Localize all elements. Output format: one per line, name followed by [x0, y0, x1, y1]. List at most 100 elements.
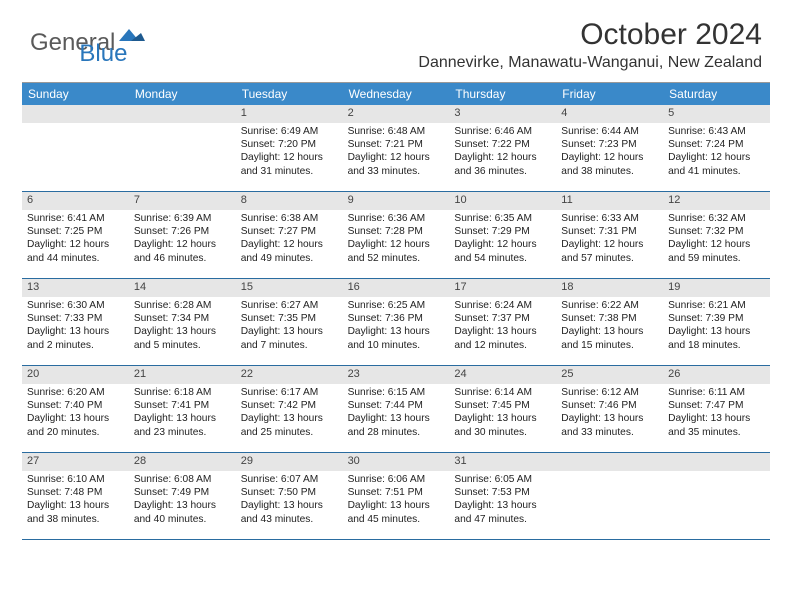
detail-line: Daylight: 13 hours: [134, 413, 231, 426]
detail-line: and 12 minutes.: [454, 340, 551, 353]
detail-line: Daylight: 12 hours: [241, 152, 338, 165]
day-cell: 21Sunrise: 6:18 AMSunset: 7:41 PMDayligh…: [129, 366, 236, 452]
detail-line: Daylight: 13 hours: [668, 326, 765, 339]
day-cell: 13Sunrise: 6:30 AMSunset: 7:33 PMDayligh…: [22, 279, 129, 365]
detail-line: Sunrise: 6:46 AM: [454, 126, 551, 139]
detail-line: Sunset: 7:51 PM: [348, 487, 445, 500]
week-row: 13Sunrise: 6:30 AMSunset: 7:33 PMDayligh…: [22, 279, 770, 366]
day-number: 12: [663, 192, 770, 210]
day-number: 17: [449, 279, 556, 297]
day-details: Sunrise: 6:49 AMSunset: 7:20 PMDaylight:…: [236, 123, 343, 183]
day-details: Sunrise: 6:22 AMSunset: 7:38 PMDaylight:…: [556, 297, 663, 357]
detail-line: Sunset: 7:47 PM: [668, 400, 765, 413]
day-details: Sunrise: 6:44 AMSunset: 7:23 PMDaylight:…: [556, 123, 663, 183]
day-cell: 28Sunrise: 6:08 AMSunset: 7:49 PMDayligh…: [129, 453, 236, 539]
detail-line: Daylight: 13 hours: [348, 413, 445, 426]
detail-line: and 36 minutes.: [454, 166, 551, 179]
day-header: Wednesday: [343, 83, 450, 105]
detail-line: Sunset: 7:32 PM: [668, 226, 765, 239]
day-details: Sunrise: 6:35 AMSunset: 7:29 PMDaylight:…: [449, 210, 556, 270]
detail-line: Sunset: 7:50 PM: [241, 487, 338, 500]
detail-line: and 28 minutes.: [348, 427, 445, 440]
detail-line: Sunset: 7:23 PM: [561, 139, 658, 152]
day-cell: 14Sunrise: 6:28 AMSunset: 7:34 PMDayligh…: [129, 279, 236, 365]
detail-line: Daylight: 12 hours: [668, 152, 765, 165]
detail-line: and 43 minutes.: [241, 514, 338, 527]
detail-line: Sunrise: 6:35 AM: [454, 213, 551, 226]
detail-line: and 54 minutes.: [454, 253, 551, 266]
day-cell: 8Sunrise: 6:38 AMSunset: 7:27 PMDaylight…: [236, 192, 343, 278]
day-cell: 16Sunrise: 6:25 AMSunset: 7:36 PMDayligh…: [343, 279, 450, 365]
day-number: 4: [556, 105, 663, 123]
week-row: 6Sunrise: 6:41 AMSunset: 7:25 PMDaylight…: [22, 192, 770, 279]
detail-line: Daylight: 13 hours: [561, 413, 658, 426]
detail-line: Sunrise: 6:44 AM: [561, 126, 658, 139]
detail-line: Sunrise: 6:10 AM: [27, 474, 124, 487]
day-cell: 29Sunrise: 6:07 AMSunset: 7:50 PMDayligh…: [236, 453, 343, 539]
detail-line: and 44 minutes.: [27, 253, 124, 266]
detail-line: Sunrise: 6:06 AM: [348, 474, 445, 487]
day-details: Sunrise: 6:36 AMSunset: 7:28 PMDaylight:…: [343, 210, 450, 270]
day-details: Sunrise: 6:43 AMSunset: 7:24 PMDaylight:…: [663, 123, 770, 183]
day-cell: 11Sunrise: 6:33 AMSunset: 7:31 PMDayligh…: [556, 192, 663, 278]
detail-line: Daylight: 12 hours: [348, 239, 445, 252]
detail-line: Sunrise: 6:32 AM: [668, 213, 765, 226]
day-cell: 25Sunrise: 6:12 AMSunset: 7:46 PMDayligh…: [556, 366, 663, 452]
day-cell: 23Sunrise: 6:15 AMSunset: 7:44 PMDayligh…: [343, 366, 450, 452]
detail-line: Sunrise: 6:27 AM: [241, 300, 338, 313]
day-number: 31: [449, 453, 556, 471]
detail-line: Sunrise: 6:24 AM: [454, 300, 551, 313]
detail-line: Sunset: 7:24 PM: [668, 139, 765, 152]
detail-line: and 5 minutes.: [134, 340, 231, 353]
detail-line: Daylight: 13 hours: [241, 326, 338, 339]
day-cell: 9Sunrise: 6:36 AMSunset: 7:28 PMDaylight…: [343, 192, 450, 278]
detail-line: Sunset: 7:20 PM: [241, 139, 338, 152]
detail-line: Sunset: 7:39 PM: [668, 313, 765, 326]
detail-line: Daylight: 13 hours: [134, 326, 231, 339]
day-number: 20: [22, 366, 129, 384]
day-number: 26: [663, 366, 770, 384]
detail-line: and 15 minutes.: [561, 340, 658, 353]
day-cell: 2Sunrise: 6:48 AMSunset: 7:21 PMDaylight…: [343, 105, 450, 191]
detail-line: and 47 minutes.: [454, 514, 551, 527]
location: Dannevirke, Manawatu-Wanganui, New Zeala…: [418, 54, 762, 72]
day-number: 24: [449, 366, 556, 384]
day-details: Sunrise: 6:18 AMSunset: 7:41 PMDaylight:…: [129, 384, 236, 444]
detail-line: Sunrise: 6:08 AM: [134, 474, 231, 487]
day-details: Sunrise: 6:21 AMSunset: 7:39 PMDaylight:…: [663, 297, 770, 357]
day-number: 28: [129, 453, 236, 471]
detail-line: Sunrise: 6:41 AM: [27, 213, 124, 226]
detail-line: and 10 minutes.: [348, 340, 445, 353]
detail-line: Daylight: 13 hours: [348, 326, 445, 339]
day-number: 9: [343, 192, 450, 210]
day-cell: [663, 453, 770, 539]
detail-line: Sunrise: 6:07 AM: [241, 474, 338, 487]
detail-line: Sunset: 7:49 PM: [134, 487, 231, 500]
detail-line: Daylight: 12 hours: [348, 152, 445, 165]
detail-line: Daylight: 13 hours: [27, 413, 124, 426]
detail-line: Sunrise: 6:15 AM: [348, 387, 445, 400]
detail-line: Daylight: 12 hours: [454, 152, 551, 165]
detail-line: Sunrise: 6:11 AM: [668, 387, 765, 400]
detail-line: and 25 minutes.: [241, 427, 338, 440]
day-number: 19: [663, 279, 770, 297]
detail-line: Sunset: 7:36 PM: [348, 313, 445, 326]
detail-line: Sunset: 7:35 PM: [241, 313, 338, 326]
detail-line: Sunrise: 6:43 AM: [668, 126, 765, 139]
day-number: [22, 105, 129, 123]
detail-line: Sunrise: 6:30 AM: [27, 300, 124, 313]
detail-line: and 2 minutes.: [27, 340, 124, 353]
detail-line: Sunset: 7:41 PM: [134, 400, 231, 413]
day-cell: 7Sunrise: 6:39 AMSunset: 7:26 PMDaylight…: [129, 192, 236, 278]
detail-line: and 40 minutes.: [134, 514, 231, 527]
logo: General Blue: [30, 18, 127, 68]
day-details: Sunrise: 6:05 AMSunset: 7:53 PMDaylight:…: [449, 471, 556, 531]
detail-line: Daylight: 13 hours: [668, 413, 765, 426]
day-cell: 20Sunrise: 6:20 AMSunset: 7:40 PMDayligh…: [22, 366, 129, 452]
detail-line: Sunset: 7:22 PM: [454, 139, 551, 152]
detail-line: Sunset: 7:27 PM: [241, 226, 338, 239]
day-details: Sunrise: 6:14 AMSunset: 7:45 PMDaylight:…: [449, 384, 556, 444]
detail-line: Sunrise: 6:28 AM: [134, 300, 231, 313]
detail-line: and 35 minutes.: [668, 427, 765, 440]
detail-line: Sunset: 7:37 PM: [454, 313, 551, 326]
